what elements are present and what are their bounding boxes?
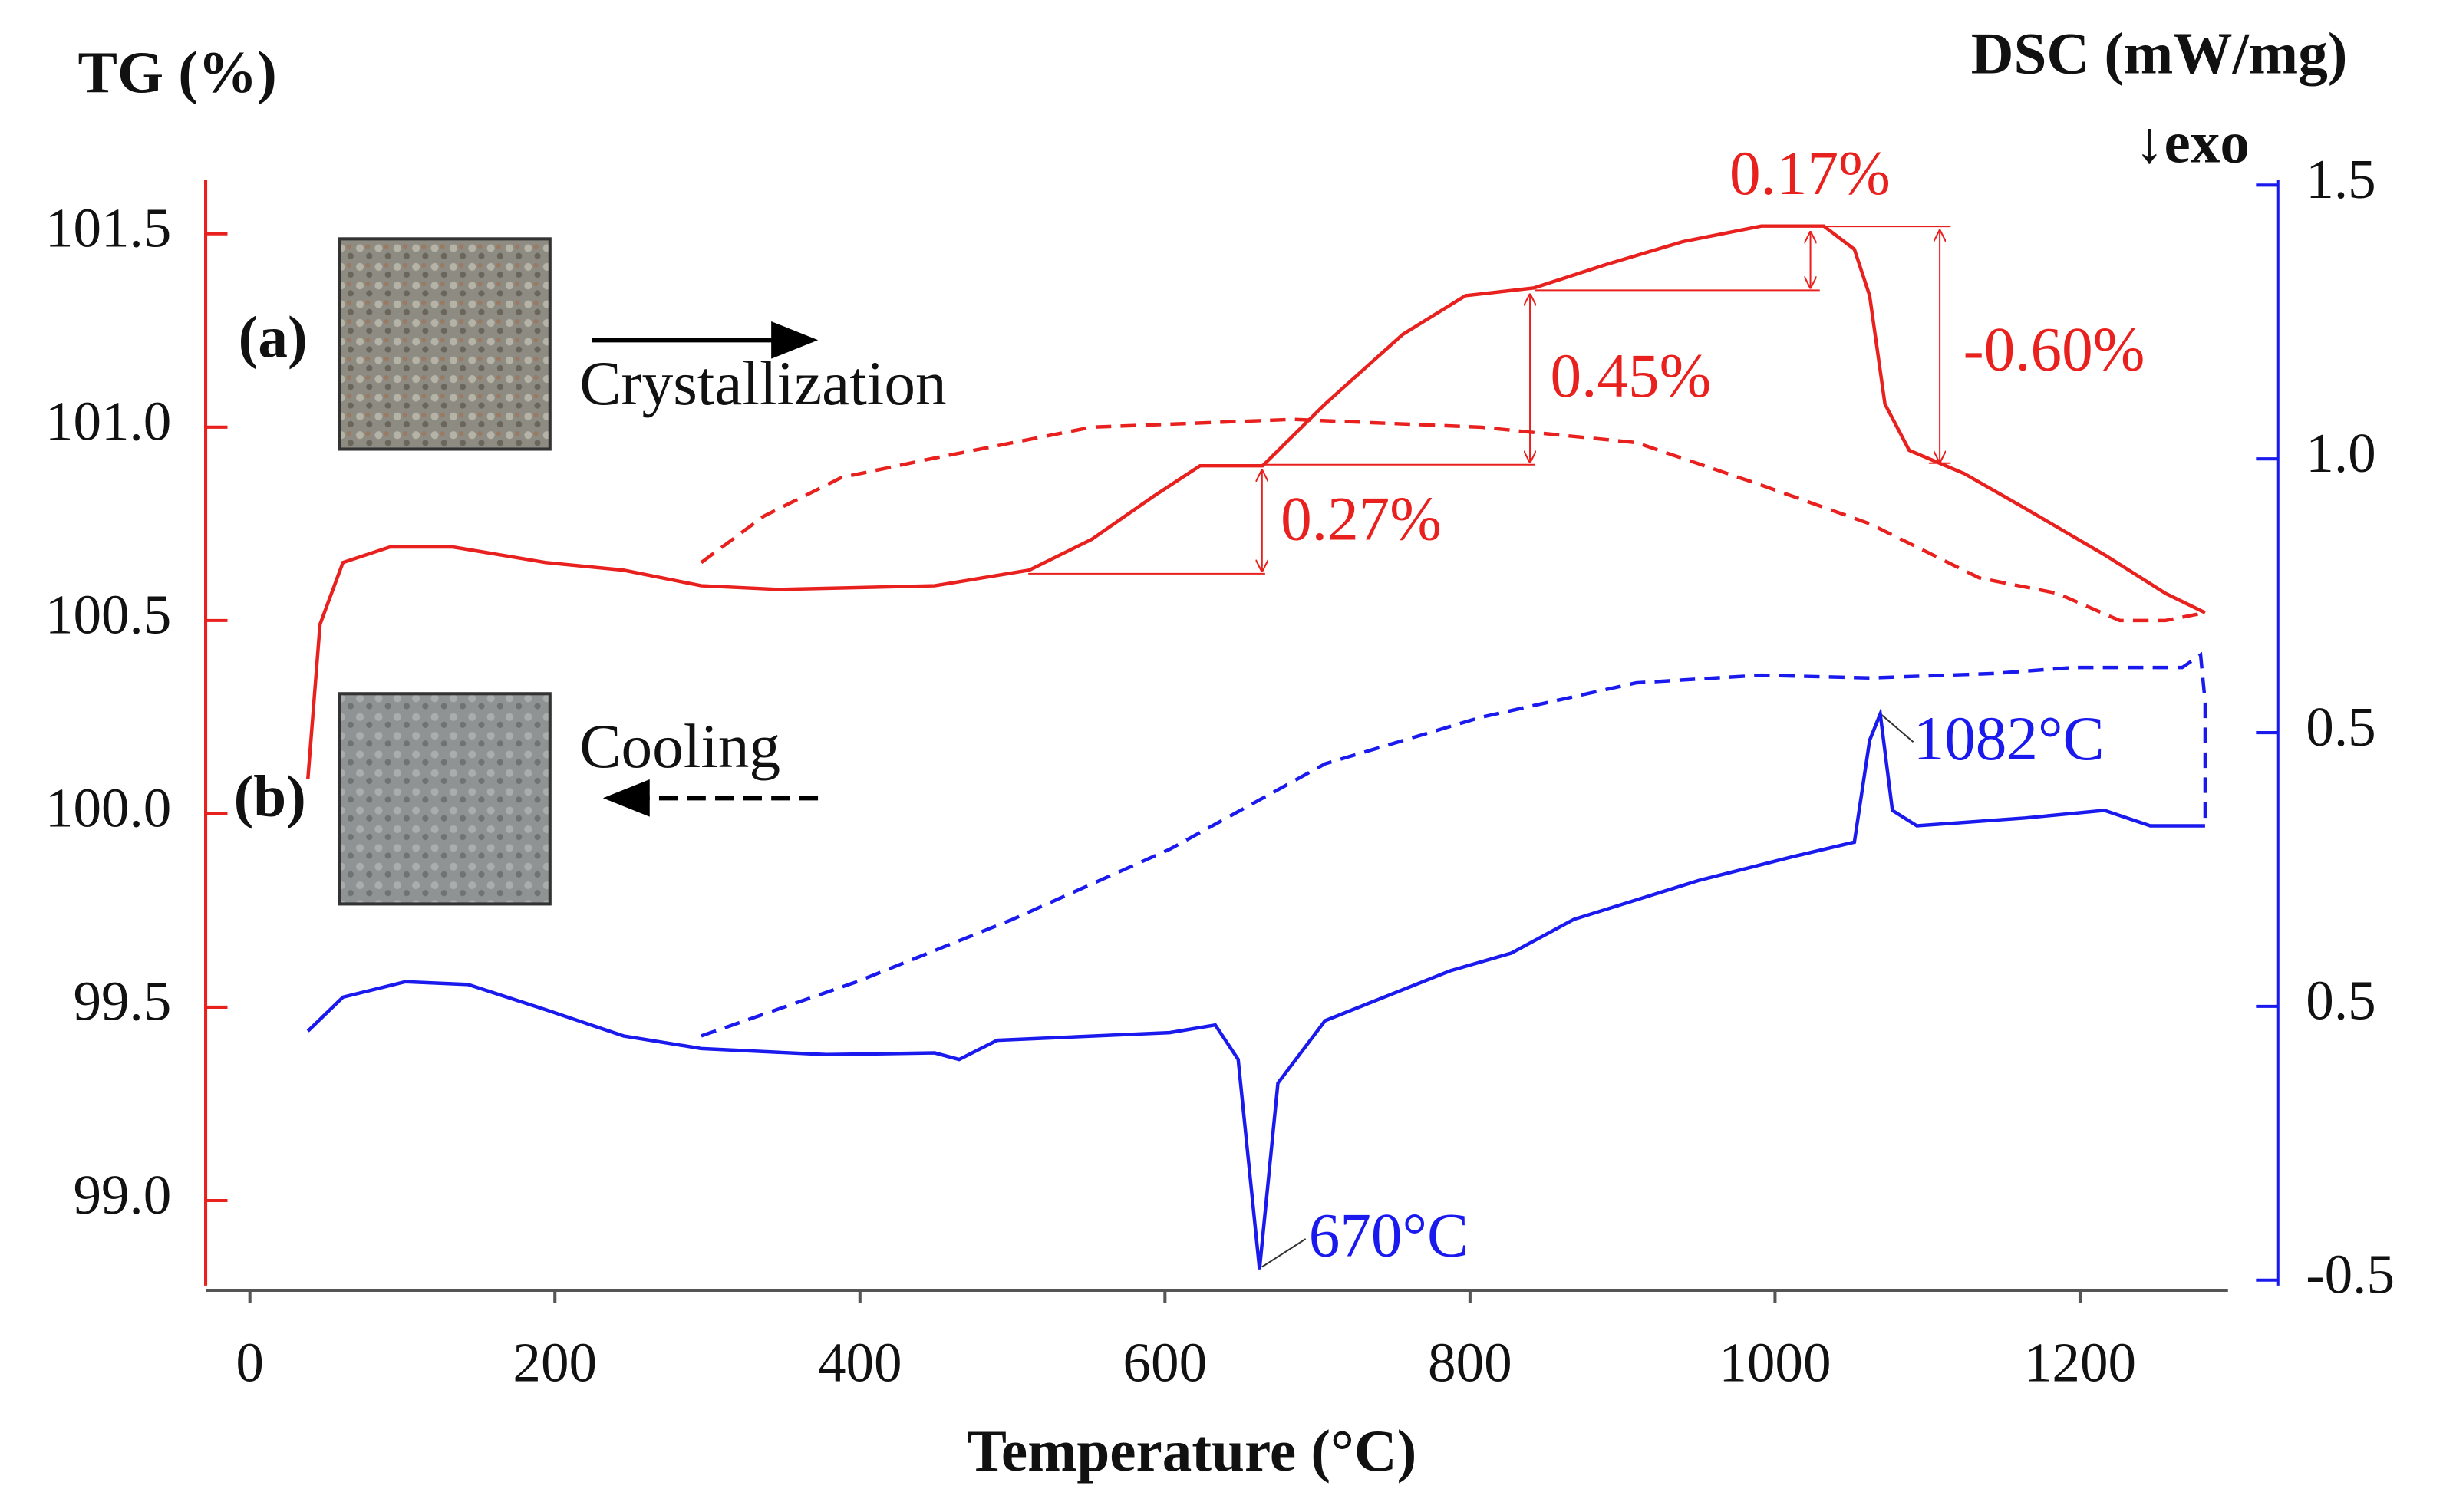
step-guides (1028, 226, 1951, 575)
y2-tick-label: -0.5 (2306, 1244, 2395, 1306)
y-tick-label: 100.0 (45, 777, 171, 839)
x-tick-label: 0 (236, 1331, 264, 1393)
series-line (306, 224, 2206, 779)
x-tick-label: 400 (818, 1331, 902, 1393)
sample-photo-b (338, 692, 552, 906)
y-tick-label: 99.0 (73, 1164, 171, 1226)
y-tick-label: 99.5 (73, 970, 171, 1033)
series-line (306, 707, 2205, 1270)
series-line (700, 417, 2206, 623)
peak-leader (1880, 713, 1914, 743)
x-tick-label: 200 (513, 1331, 597, 1393)
crystallization-label: Crystallization (579, 349, 946, 418)
series-line (701, 651, 2207, 1038)
x-axis-title: Temperature (°C) (967, 1418, 1416, 1484)
x-tick-label: 800 (1428, 1331, 1512, 1393)
step-label: 0.17% (1729, 139, 1891, 208)
step-label: -0.60% (1963, 315, 2145, 384)
peak-label: 670°C (1309, 1201, 1469, 1270)
y-tick-label: 100.5 (45, 584, 171, 646)
y2-tick-label: 0.5 (2306, 970, 2375, 1032)
label-a: (a) (239, 304, 308, 370)
x-tick-label: 600 (1123, 1331, 1208, 1393)
x-tick-label: 1000 (1719, 1331, 1831, 1393)
y2-tick-label: 1.0 (2306, 422, 2375, 484)
label-b: (b) (234, 763, 306, 829)
y2-note: ↓exo (2135, 109, 2250, 175)
cooling-label: Cooling (579, 712, 780, 781)
step-label: 0.45% (1550, 341, 1711, 410)
x-tick-label: 1200 (2024, 1331, 2136, 1393)
y-tick-label: 101.5 (45, 197, 171, 259)
y2-tick-label: 0.5 (2306, 696, 2375, 758)
peak-leader (1261, 1238, 1307, 1268)
y-axis-title: TG (%) (78, 39, 277, 105)
sample-photo-a (338, 237, 552, 451)
peak-label: 1082°C (1914, 704, 2105, 773)
step-label: 0.27% (1281, 485, 1442, 554)
y2-tick-label: 1.5 (2306, 148, 2375, 210)
y2-axis-title: DSC (mW/mg) (1971, 21, 2348, 87)
y-tick-label: 101.0 (45, 390, 171, 453)
